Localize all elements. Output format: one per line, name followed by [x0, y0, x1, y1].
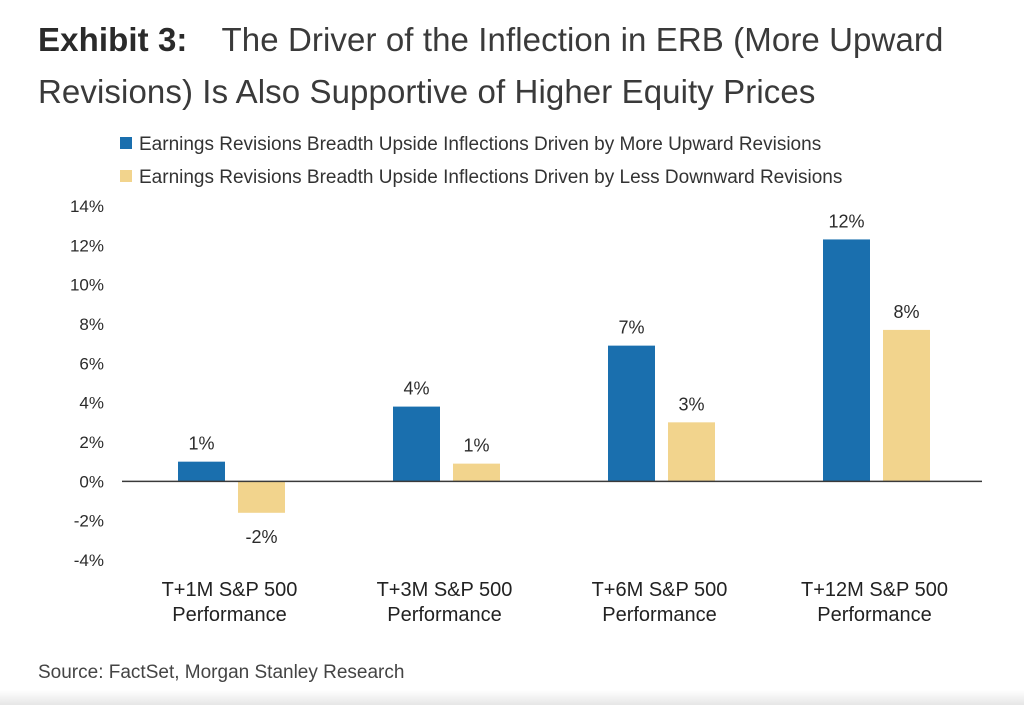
source-note: Source: FactSet, Morgan Stanley Research: [38, 662, 405, 683]
bar-series1-2: [393, 406, 440, 482]
data-label: 7%: [618, 318, 644, 338]
y-tick-label: 6%: [79, 354, 104, 373]
y-tick-label: 14%: [70, 197, 104, 216]
data-label: 3%: [678, 394, 704, 414]
x-category-label: T+3M S&P 500: [377, 579, 513, 601]
bar-series2-4: [883, 329, 930, 482]
exhibit-label: Exhibit 3:: [38, 21, 188, 58]
bar-series1-4: [823, 239, 870, 482]
bar-series1-1: [178, 461, 225, 482]
x-category-label: T+1M S&P 500: [162, 579, 298, 601]
x-category-label: Performance: [602, 604, 717, 626]
y-tick-label: 8%: [79, 315, 104, 334]
legend-swatch-2: [120, 170, 132, 182]
title-text: The Driver of the Inflection in ERB (Mor…: [38, 21, 944, 110]
data-label: -2%: [245, 527, 277, 547]
y-tick-label: 12%: [70, 236, 104, 255]
x-category-label: Performance: [817, 604, 932, 626]
data-label: 1%: [463, 436, 489, 456]
bottom-shadow: [0, 690, 1024, 705]
y-tick-label: 4%: [79, 394, 104, 413]
y-tick-label: 10%: [70, 276, 104, 295]
y-tick-label: -4%: [74, 551, 104, 570]
legend-label-2: Earnings Revisions Breadth Upside Inflec…: [139, 167, 842, 188]
bar-series2-3: [668, 422, 715, 482]
bar-series2-2: [453, 463, 500, 482]
chart-title: Exhibit 3: The Driver of the Inflection i…: [38, 14, 998, 118]
y-tick-label: 2%: [79, 433, 104, 452]
y-tick-label: -2%: [74, 512, 104, 531]
x-category-label: Performance: [172, 604, 287, 626]
y-tick-label: 0%: [79, 472, 104, 491]
x-category-label: T+6M S&P 500: [592, 579, 728, 601]
legend-swatch-1: [120, 137, 132, 149]
bar-series1-3: [608, 345, 655, 482]
bar-series2-1: [238, 481, 285, 513]
legend-label-1: Earnings Revisions Breadth Upside Inflec…: [139, 134, 821, 155]
data-label: 8%: [893, 302, 919, 322]
x-category-label: T+12M S&P 500: [801, 579, 948, 601]
data-label: 1%: [188, 434, 214, 454]
data-label: 12%: [828, 211, 864, 231]
x-category-label: Performance: [387, 604, 502, 626]
data-label: 4%: [403, 379, 429, 399]
